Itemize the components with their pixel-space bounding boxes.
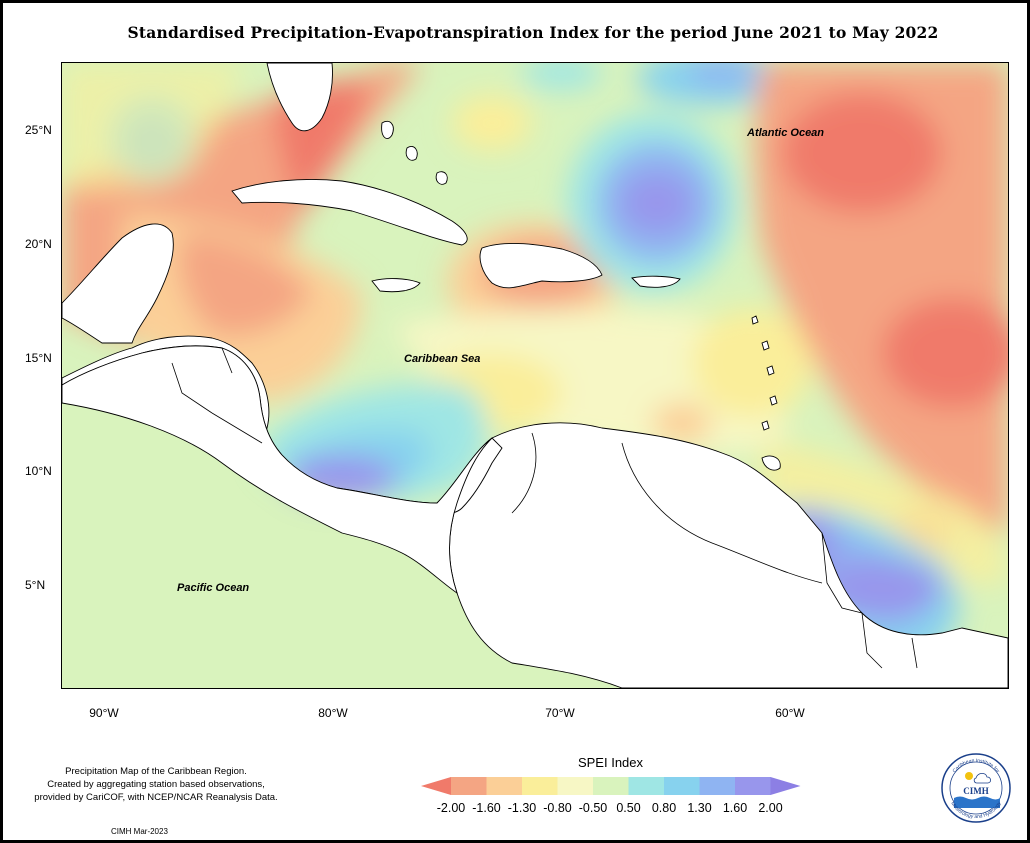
lon-label-90w: 90°W	[89, 706, 119, 720]
credit-line-2: Created by aggregating station based obs…	[47, 779, 265, 790]
sun-icon	[965, 772, 973, 780]
legend-swatch	[486, 777, 523, 795]
credit-line-1: Precipitation Map of the Caribbean Regio…	[65, 766, 247, 777]
lat-label-15n: 15°N	[25, 351, 52, 365]
lon-label-80w: 80°W	[318, 706, 348, 720]
legend-arrow-low	[421, 777, 451, 795]
legend-title: SPEI Index	[577, 755, 644, 770]
legend-swatch	[522, 777, 558, 795]
legend-tick-label: -2.00	[436, 801, 466, 815]
legend-swatch	[699, 777, 736, 795]
legend-tick-label: -0.50	[578, 801, 608, 815]
legend-swatch	[557, 777, 594, 795]
legend-tick-label: -1.60	[472, 801, 501, 815]
spei-map-canvas	[62, 63, 1008, 688]
legend-swatch	[628, 777, 665, 795]
legend-swatch	[735, 777, 771, 795]
lon-label-70w: 70°W	[545, 706, 575, 720]
lat-label-10n: 10°N	[25, 464, 52, 478]
legend-tick-label: 0.80	[651, 801, 677, 815]
cloud-icon	[973, 772, 991, 784]
lon-label-60w: 60°W	[775, 706, 805, 720]
land-masses	[62, 63, 1008, 688]
credit-line-3: provided by CariCOF, with NCEP/NCAR Rean…	[34, 792, 278, 803]
legend-swatch	[664, 777, 700, 795]
legend-tick-label: 1.30	[687, 801, 712, 815]
legend-tick-label: 1.60	[722, 801, 748, 815]
date-stamp: CIMH Mar-2023	[111, 827, 168, 836]
cimh-logo: CIMH Caribbean Institute for Meteorology…	[941, 753, 1011, 823]
lat-label-20n: 20°N	[25, 237, 52, 251]
pacific-ocean-label: Pacific Ocean	[177, 582, 250, 594]
credit-text: Precipitation Map of the Caribbean Regio…	[11, 765, 301, 804]
legend-arrow-high	[770, 777, 801, 795]
map-title: Standardised Precipitation-Evapotranspir…	[127, 23, 939, 42]
caribbean-sea-label: Caribbean Sea	[404, 353, 481, 365]
legend-tick-label: -1.30	[507, 801, 537, 815]
legend-tick-label: 0.50	[616, 801, 641, 815]
lat-label-5n: 5°N	[25, 578, 46, 592]
legend-colorbar	[421, 777, 801, 795]
water-icon	[954, 796, 1000, 808]
legend-tick-label: -0.80	[543, 801, 572, 815]
legend-swatch	[451, 777, 487, 795]
atlantic-ocean-label: Atlantic Ocean	[747, 127, 825, 139]
spei-map[interactable]: Atlantic Ocean Caribbean Sea Pacific Oce…	[61, 62, 1009, 689]
borders	[171, 347, 918, 669]
legend-swatch	[593, 777, 629, 795]
map-sheet: Standardised Precipitation-Evapotranspir…	[3, 3, 1027, 840]
logo-text: CIMH	[963, 786, 989, 796]
legend-tick-label: 2.00	[758, 801, 783, 815]
lat-label-25n: 25°N	[25, 123, 52, 137]
